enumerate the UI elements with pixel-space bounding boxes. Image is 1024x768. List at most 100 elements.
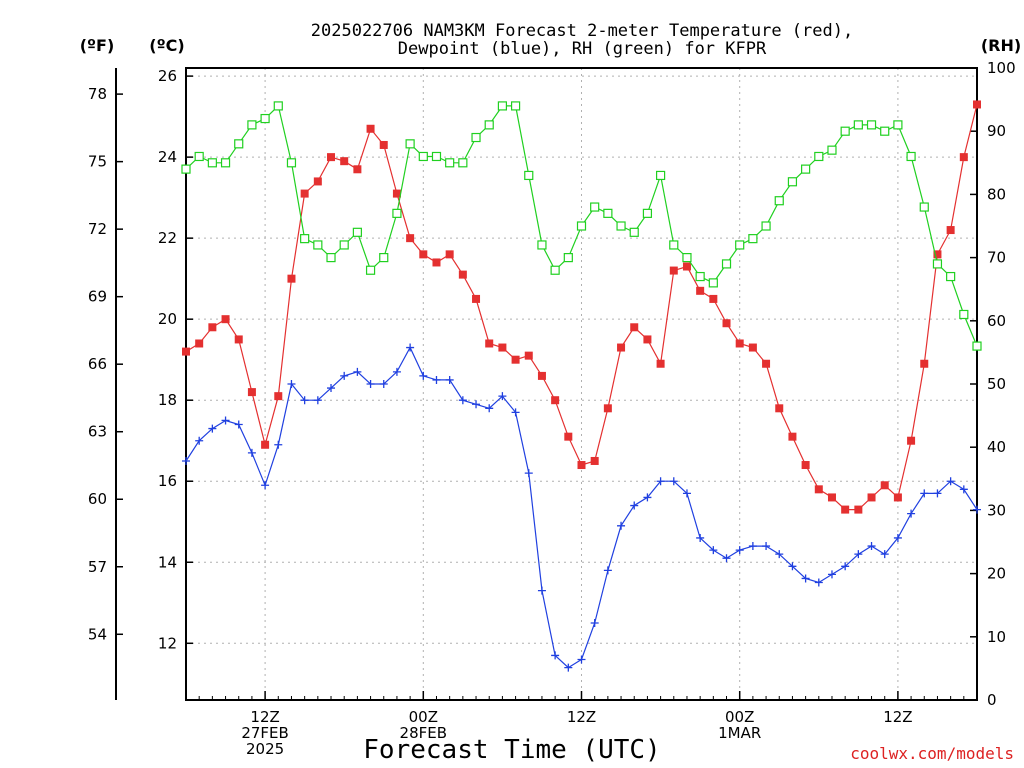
rh-tick-label: 70	[987, 249, 1006, 267]
rh-point	[774, 196, 784, 206]
celsius-tick-label: 18	[158, 391, 177, 409]
rh-tick-label: 50	[987, 375, 1006, 393]
rh-point	[458, 158, 468, 168]
rh-point	[959, 309, 969, 320]
dewpoint-point	[432, 375, 441, 384]
rh-point	[629, 227, 639, 237]
temperature-point	[419, 250, 428, 259]
dewpoint-point	[195, 436, 204, 445]
fahrenheit-tick-label: 78	[88, 85, 107, 103]
temperature-point	[775, 404, 784, 413]
temperature-point	[300, 189, 309, 198]
rh-point	[220, 158, 231, 168]
dewpoint-point	[590, 619, 599, 628]
dewpoint-point	[669, 477, 678, 486]
dewpoint-point	[406, 343, 415, 352]
temperature-point	[630, 323, 639, 332]
series-layer	[181, 100, 982, 672]
temperature-point	[617, 343, 626, 352]
dewpoint-point	[775, 550, 784, 559]
dewpoint-point	[617, 521, 626, 530]
temperature-point	[577, 461, 586, 470]
temperature-point	[682, 262, 691, 271]
dewpoint-point	[893, 533, 902, 542]
gridlines	[186, 68, 977, 700]
dewpoint-point	[643, 493, 652, 502]
dewpoint-point	[867, 542, 876, 551]
temperature-point	[234, 335, 243, 344]
dewpoint-point	[827, 570, 836, 579]
dewpoint-point	[907, 509, 916, 518]
rh-tick-label: 10	[987, 628, 1006, 646]
temperature-point	[379, 140, 388, 149]
temperature-point	[353, 165, 362, 174]
rh-point	[853, 120, 863, 130]
rh-point	[761, 221, 771, 231]
dewpoint-point	[537, 586, 546, 595]
rh-point	[735, 240, 745, 250]
rh-point	[603, 208, 613, 218]
fahrenheit-tick-label: 57	[88, 558, 107, 576]
rh-tick-label: 0	[987, 691, 997, 709]
rh-point	[392, 208, 402, 218]
rh-point	[642, 208, 653, 218]
rh-point	[655, 170, 666, 181]
temperature-point	[445, 250, 454, 259]
temperature-point	[801, 461, 810, 470]
rh-point	[326, 253, 336, 263]
x-tick-label: 1MAR	[718, 724, 761, 742]
dewpoint-point	[854, 550, 863, 559]
celsius-tick-label: 26	[158, 67, 177, 85]
fahrenheit-tick-label: 75	[88, 153, 107, 171]
x-axis-label: Forecast Time (UTC)	[363, 735, 660, 765]
rh-point	[721, 259, 732, 269]
temperature-point	[762, 359, 771, 368]
temperature-point	[933, 250, 942, 259]
rh-point	[801, 164, 811, 174]
x-tick-label: 00Z	[409, 708, 438, 726]
rh-point	[247, 120, 257, 130]
fahrenheit-tick-label: 69	[88, 288, 107, 306]
rh-point	[484, 120, 494, 130]
rh-point	[880, 126, 890, 136]
dewpoint-point	[735, 546, 744, 555]
dewpoint-point	[472, 400, 481, 409]
dewpoint-point	[564, 663, 573, 672]
temperature-point	[603, 404, 612, 413]
x-tick-label: 27FEB	[241, 724, 288, 742]
dewpoint-point	[261, 481, 270, 490]
temperature-point	[946, 226, 955, 235]
temperature-point	[261, 440, 270, 449]
dewpoint-point	[524, 469, 533, 478]
rh-point	[946, 271, 956, 282]
dewpoint-point	[221, 416, 230, 425]
temperature-point	[182, 347, 190, 356]
temperature-point	[788, 432, 797, 441]
x-tick-label: 12Z	[567, 708, 596, 726]
dewpoint-point	[419, 371, 428, 380]
celsius-tick-label: 14	[158, 553, 177, 571]
chart-title-line1: 2025022706 NAM3KM Forecast 2-meter Tempe…	[311, 21, 853, 41]
temperature-point	[247, 388, 256, 397]
rh-point	[563, 253, 573, 263]
dewpoint-point	[182, 456, 190, 465]
dewpoint-point	[841, 562, 850, 571]
rh-point	[352, 227, 362, 237]
fahrenheit-tick-label: 54	[88, 625, 107, 643]
rh-point	[260, 113, 270, 124]
rh-point	[866, 120, 877, 130]
temperature-point	[841, 505, 850, 514]
chart-title-line2: Dewpoint (blue), RH (green) for KFPR	[398, 39, 767, 59]
rh-point	[682, 253, 692, 263]
temperature-point	[287, 274, 296, 283]
rh-tick-label: 40	[987, 438, 1006, 456]
temperature-point	[893, 493, 902, 502]
x-tick-label: 2025	[246, 740, 284, 758]
temperature-point	[709, 294, 718, 303]
dewpoint-point	[327, 384, 336, 393]
dewpoint-point	[762, 542, 771, 551]
dewpoint-point	[445, 375, 454, 384]
dewpoint-point	[577, 655, 586, 664]
rh-point	[550, 265, 560, 275]
